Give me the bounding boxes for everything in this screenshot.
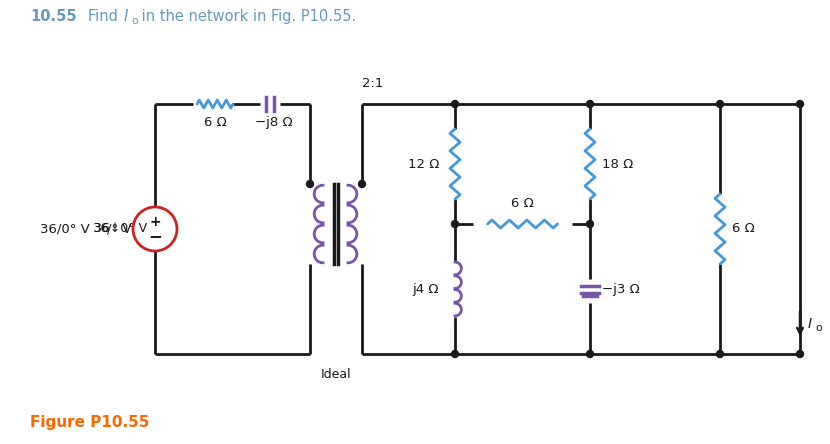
Text: +: +: [149, 215, 161, 229]
Text: Figure P10.55: Figure P10.55: [30, 415, 149, 429]
Circle shape: [359, 181, 365, 187]
Text: 36/0° V: 36/0° V: [40, 222, 90, 235]
Text: I: I: [808, 317, 812, 331]
Text: 10.55: 10.55: [30, 9, 76, 24]
Text: 6 Ω: 6 Ω: [732, 222, 754, 235]
Text: Find: Find: [88, 9, 123, 24]
Circle shape: [716, 100, 724, 107]
Text: 6 Ω: 6 Ω: [511, 197, 534, 210]
Text: 18 Ω: 18 Ω: [602, 158, 633, 170]
Text: j4 Ω: j4 Ω: [413, 282, 439, 296]
Text: 36↓0° V: 36↓0° V: [94, 222, 147, 235]
Text: in the network in Fig. P10.55.: in the network in Fig. P10.55.: [137, 9, 356, 24]
Text: o: o: [131, 16, 138, 26]
Text: 2:1: 2:1: [362, 77, 383, 90]
Circle shape: [716, 350, 724, 357]
Text: /° V: /° V: [107, 222, 131, 235]
Text: −j8 Ω: −j8 Ω: [255, 116, 293, 129]
Circle shape: [587, 100, 593, 107]
Text: Ideal: Ideal: [320, 368, 351, 381]
Text: −: −: [148, 227, 162, 245]
Circle shape: [797, 100, 803, 107]
Text: o: o: [815, 323, 822, 333]
Circle shape: [587, 350, 593, 357]
Text: 6 Ω: 6 Ω: [203, 116, 227, 129]
Text: −j3 Ω: −j3 Ω: [602, 282, 640, 296]
Text: I: I: [124, 9, 129, 24]
Circle shape: [587, 221, 593, 227]
Circle shape: [306, 181, 314, 187]
Circle shape: [452, 221, 458, 227]
Circle shape: [452, 100, 458, 107]
Circle shape: [452, 350, 458, 357]
Text: 36: 36: [93, 222, 110, 235]
Circle shape: [797, 350, 803, 357]
Text: 12 Ω: 12 Ω: [408, 158, 439, 170]
